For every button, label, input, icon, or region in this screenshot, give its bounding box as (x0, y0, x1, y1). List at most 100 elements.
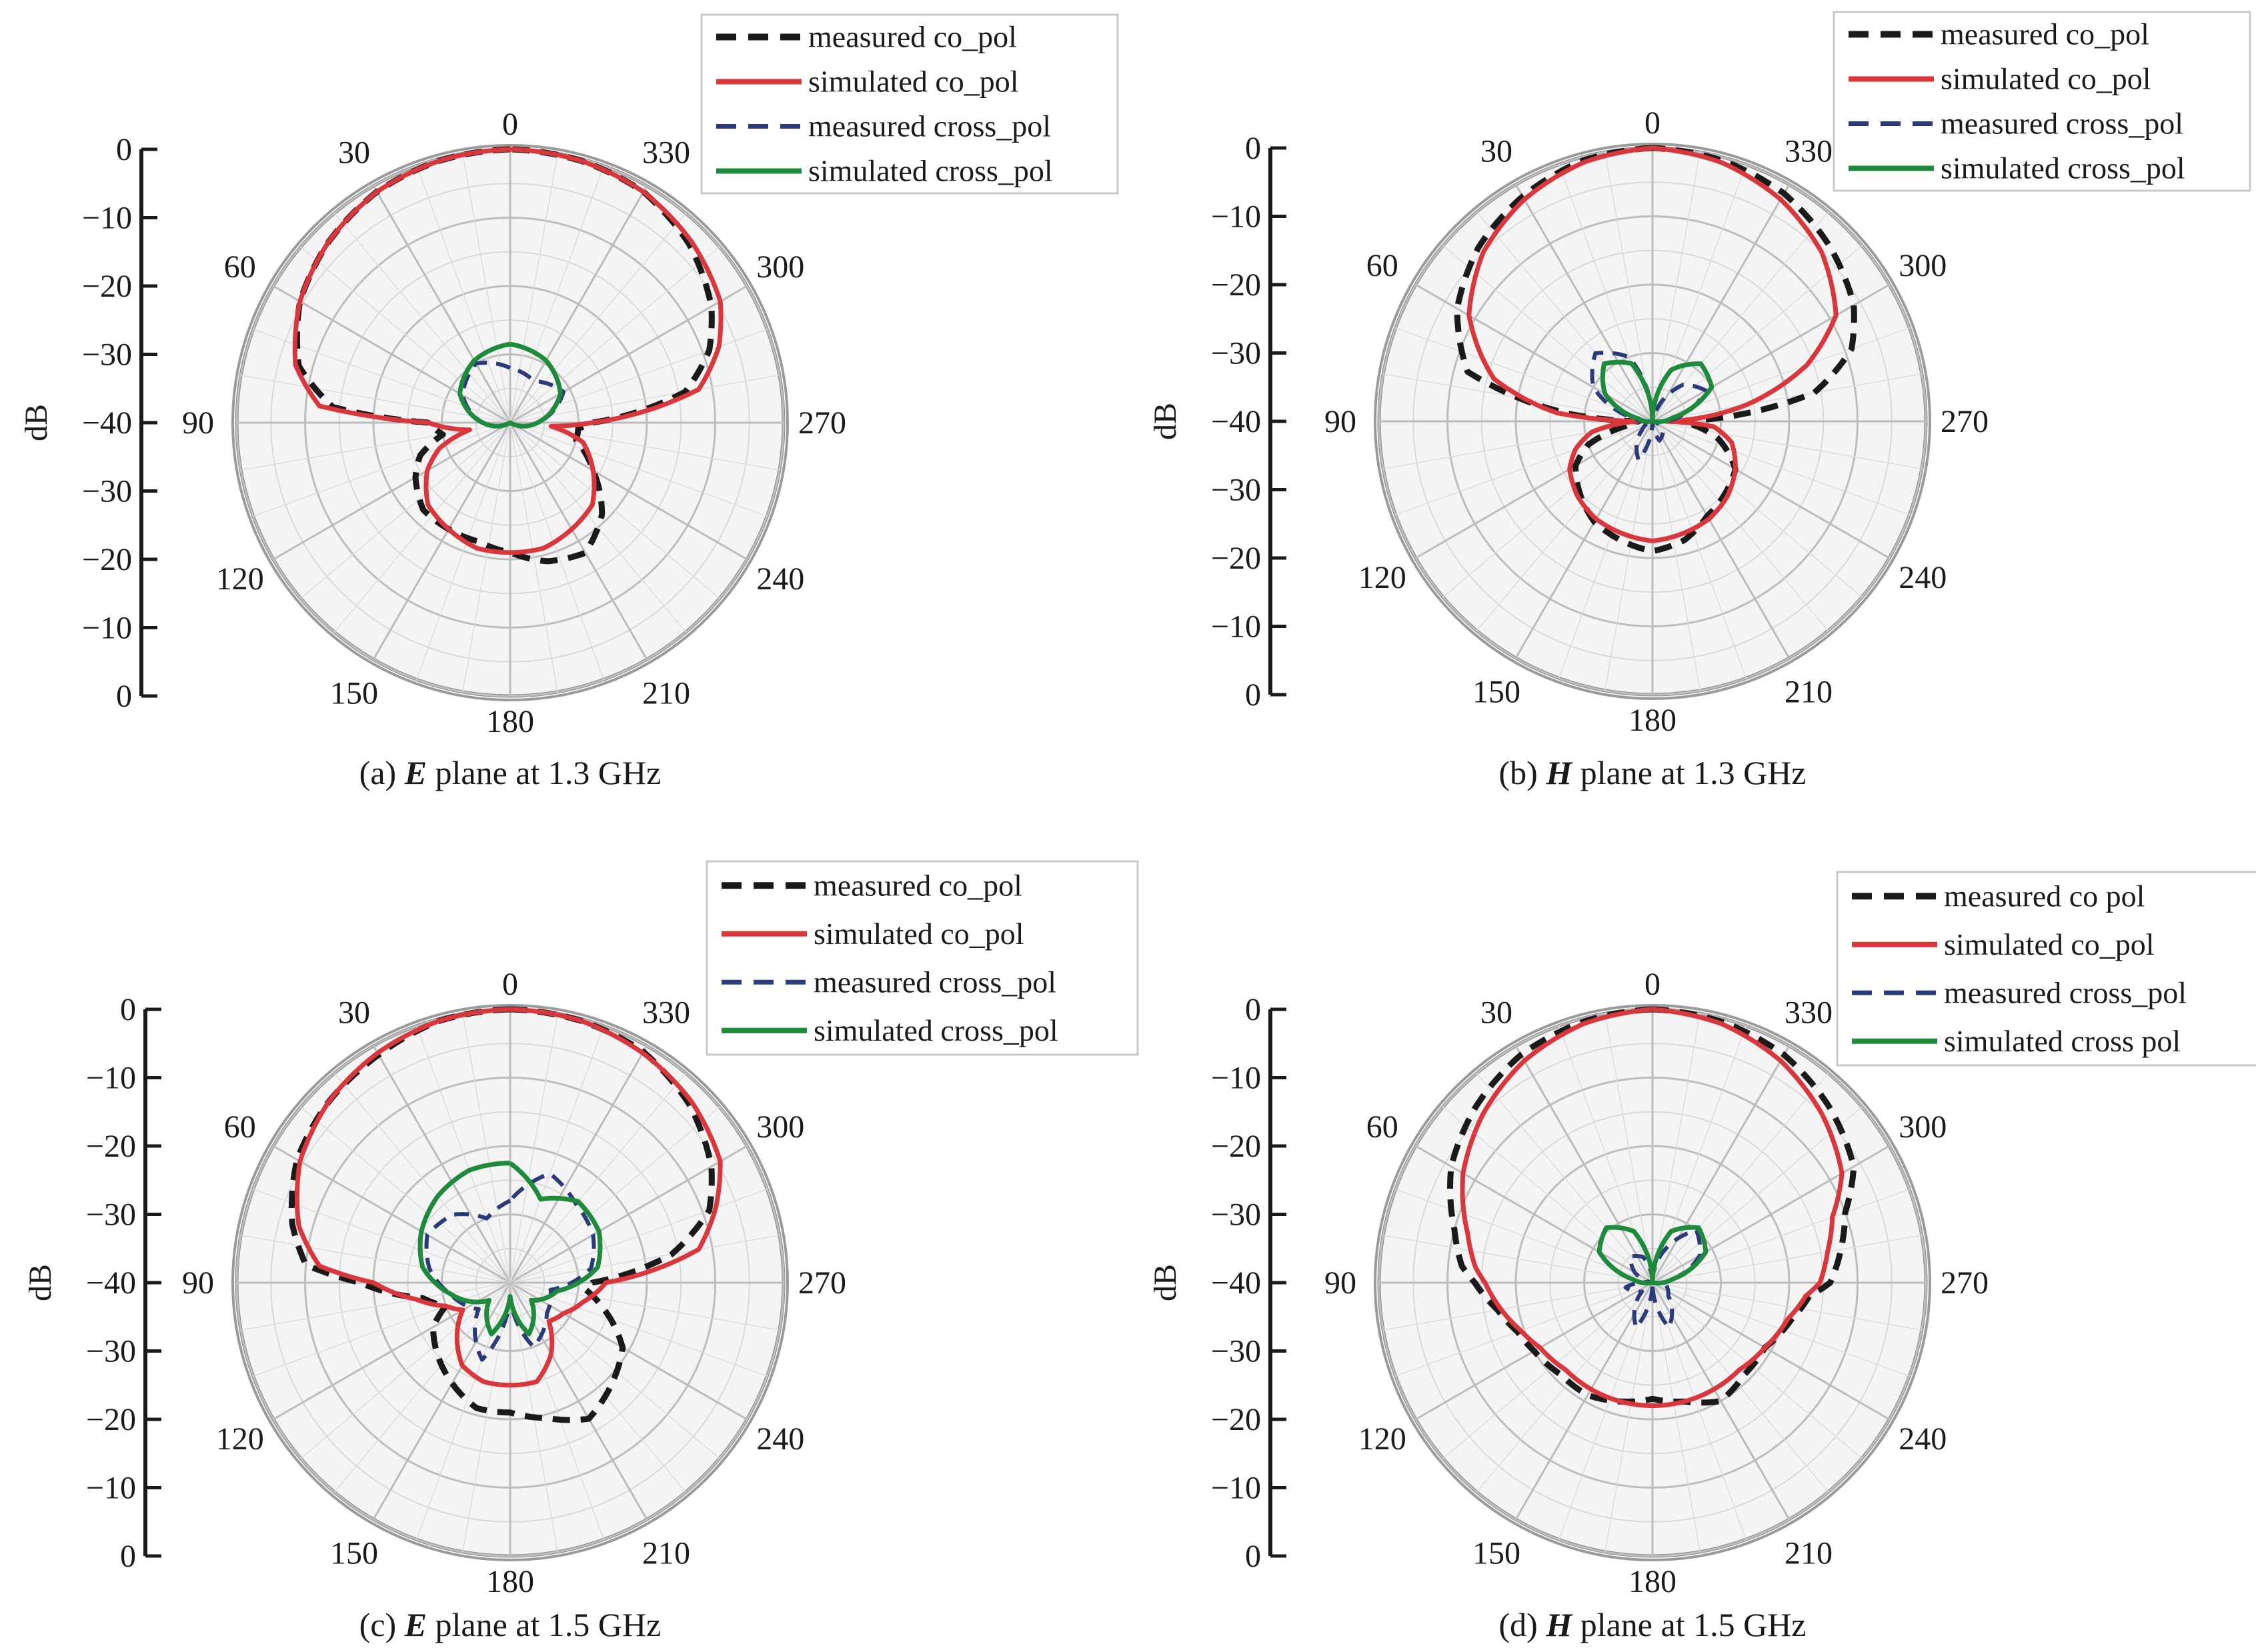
caption-plane: E (404, 754, 427, 791)
grid-spoke (1383, 1282, 1653, 1331)
grid-spoke (372, 422, 511, 660)
grid-spoke (1651, 184, 1791, 422)
grid-spoke (1652, 1282, 1922, 1331)
grid-spoke (1514, 1045, 1654, 1283)
grid-spoke (1604, 1282, 1653, 1552)
legend-label-measured-co: measured co pol (1944, 879, 2145, 913)
caption-suffix: plane at 1.5 GHz (427, 1606, 661, 1643)
legend-label-measured-co: measured co_pol (808, 20, 1017, 54)
polar-outer-ring (231, 144, 789, 701)
grid-spoke (300, 1106, 511, 1283)
grid-spoke (509, 422, 768, 517)
panel-a-e-plane-1-3ghz: 0 30 60 90 120 150 180 210 240 270 300 330 0 −10 −20 −3… (19, 13, 1119, 791)
radial-tick-label: −20 (1211, 1402, 1261, 1437)
grid-spoke (1652, 421, 1829, 631)
series-line-measured-co (288, 1006, 715, 1423)
angle-tick-label: 210 (642, 675, 690, 711)
grid-spoke (509, 422, 687, 633)
radial-tick-label: −10 (82, 201, 132, 236)
angle-tick-label: 90 (1324, 1265, 1356, 1301)
grid-spoke (509, 165, 604, 423)
series-line-simulated-cross (457, 341, 563, 429)
panel-d-h-plane-1-5ghz: 0 30 60 90 120 150 180 210 240 270 300 330 0 −10 −20 −3… (1148, 871, 2256, 1643)
grid-spoke (1604, 421, 1653, 691)
angle-tick-label: 120 (216, 1421, 264, 1457)
angle-tick-label: 150 (330, 675, 378, 711)
angle-tick-label: 30 (338, 995, 370, 1031)
grid-spoke (509, 422, 558, 692)
radial-tick-label: −40 (82, 405, 132, 441)
radial-tick-label: −20 (1211, 541, 1261, 576)
radial-tick-label: −20 (86, 1402, 136, 1437)
radial-tick-label: −30 (82, 337, 132, 373)
radial-tick-label: −20 (82, 269, 132, 304)
radial-tick-label: −10 (1211, 199, 1261, 235)
angle-tick-label: 330 (642, 135, 690, 171)
radial-tick-label: 0 (120, 992, 136, 1027)
radial-tick-label: 0 (1245, 1539, 1261, 1574)
angle-tick-label: 300 (1899, 248, 1947, 283)
grid-spoke (509, 1025, 604, 1283)
radial-tick-label: 0 (1245, 131, 1261, 166)
grid-spoke (509, 246, 720, 423)
caption-suffix: plane at 1.3 GHz (1572, 754, 1806, 791)
series-line-simulated-cross (417, 1161, 603, 1337)
grid-spoke (1604, 152, 1653, 422)
caption-plane: E (404, 1606, 427, 1643)
angle-tick-label: 180 (486, 1564, 534, 1599)
legend-label-simulated-co: simulated co_pol (808, 65, 1019, 99)
grid-spoke (333, 213, 511, 423)
angle-tick-label: 120 (216, 561, 264, 597)
grid-spoke (333, 422, 511, 633)
angle-tick-label: 270 (798, 405, 846, 441)
angle-tick-label: 90 (1324, 404, 1356, 439)
legend: measured co pol simulated co_pol measured … (1836, 871, 2256, 1067)
polar-outer-ring (231, 1004, 789, 1561)
polar-grid (235, 148, 785, 697)
grid-spoke (241, 375, 511, 423)
grid-spoke (253, 422, 511, 517)
legend-box (1836, 871, 2256, 1067)
radial-tick-label: −30 (1211, 1334, 1261, 1369)
grid-spoke (1652, 1025, 1747, 1283)
angle-tick-label: 150 (330, 1535, 378, 1571)
grid-spoke (1383, 421, 1653, 469)
legend-box (700, 13, 1119, 195)
radial-tick-label: −20 (1211, 267, 1261, 303)
radial-axis: 0 −10 −20 −30 −40 −30 −20 −10 0 dB (1148, 992, 1286, 1574)
angle-tick-label: 240 (756, 1421, 804, 1457)
grid-spoke (1652, 1282, 1863, 1459)
grid-spoke (509, 1045, 648, 1283)
radial-tick-label: −10 (82, 611, 132, 646)
grid-spoke (241, 1282, 511, 1331)
angle-tick-label: 120 (1358, 560, 1406, 595)
grid-spoke (372, 185, 511, 423)
radial-tick-label: −20 (1211, 1129, 1261, 1164)
y-axis-label: dB (1148, 403, 1183, 440)
radial-tick-label: −30 (82, 474, 132, 509)
legend-label-measured-co: measured co_pol (814, 868, 1022, 902)
radial-tick-label: 0 (1245, 677, 1261, 713)
grid-spoke (462, 1013, 511, 1283)
angle-tick-label: 270 (1941, 404, 1989, 439)
angle-tick-label: 60 (224, 1109, 256, 1145)
grid-spoke (1558, 421, 1653, 679)
grid-spoke (372, 1045, 511, 1283)
grid-spoke (1652, 164, 1747, 422)
radial-tick-label: −30 (1211, 336, 1261, 371)
grid-spoke (509, 185, 648, 423)
grid-spoke (509, 1235, 780, 1283)
angle-tick-label: 240 (1899, 560, 1947, 595)
angle-tick-label: 300 (756, 1109, 804, 1145)
grid-spoke (416, 165, 511, 423)
grid-spoke (509, 1073, 687, 1283)
angle-tick-label: 240 (1899, 1421, 1947, 1457)
grid-spoke (1652, 283, 1890, 423)
angle-tick-label: 180 (1628, 703, 1676, 738)
polar-outer-ring (1374, 143, 1931, 700)
radial-tick-label: −30 (86, 1197, 136, 1233)
radial-tick-label: −10 (1211, 609, 1261, 645)
grid-spoke (509, 1282, 687, 1493)
grid-spoke (1652, 421, 1747, 679)
radial-tick-label: −40 (1211, 1265, 1261, 1301)
